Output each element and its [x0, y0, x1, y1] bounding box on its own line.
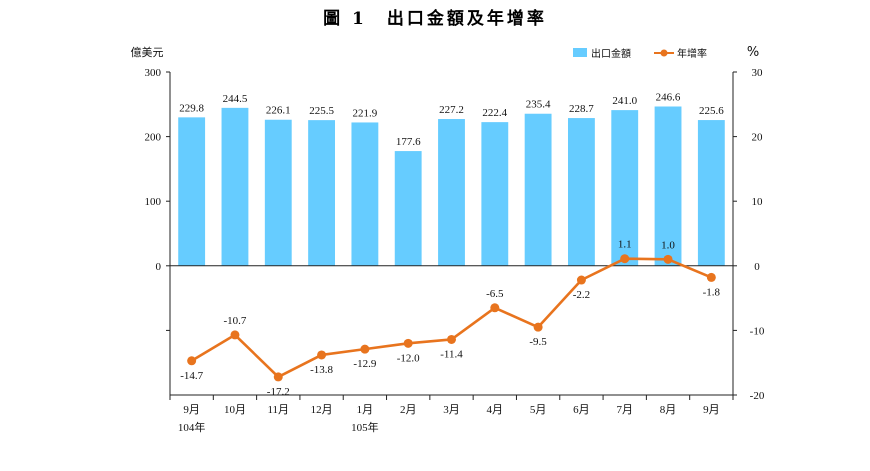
- bar-value-label: 226.1: [266, 105, 291, 117]
- bar: [524, 113, 552, 266]
- bar: [308, 120, 336, 266]
- bar-value-label: 228.7: [569, 103, 594, 115]
- left-axis-tick-label: 0: [156, 261, 162, 273]
- year-label: 104年: [178, 420, 206, 434]
- growth-point: [360, 344, 370, 354]
- growth-value-label: -14.7: [180, 370, 203, 382]
- x-tick-label: 1月: [357, 404, 374, 416]
- x-tick-label: 2月: [400, 404, 417, 416]
- growth-value-label: -1.8: [703, 286, 721, 298]
- right-axis-tick-label: -10: [750, 325, 765, 337]
- legend-line-marker: [660, 49, 668, 57]
- growth-point: [187, 356, 197, 366]
- left-axis-unit: 億美元: [131, 46, 164, 59]
- x-tick-label: 5月: [530, 404, 547, 416]
- bar-value-label: 221.9: [353, 107, 378, 119]
- axes-layer: 0 100 200 300 -20 -10 0 10 20 30 9月 10月 11月 12月 1月 2月 3月…: [145, 67, 765, 434]
- bar: [394, 151, 422, 266]
- right-axis-tick-label: 20: [752, 132, 764, 144]
- growth-point: [403, 338, 413, 348]
- growth-value-label: -9.5: [529, 336, 547, 348]
- left-axis-tick-label: 300: [145, 67, 162, 79]
- x-tick-label: 9月: [703, 404, 720, 416]
- x-tick-label: 7月: [616, 404, 633, 416]
- legend: 出口金額 年增率: [573, 47, 707, 60]
- bar-value-label: 246.6: [656, 91, 681, 103]
- growth-value-label: -12.9: [353, 358, 376, 370]
- bar: [351, 122, 379, 266]
- growth-value-label: 1.1: [618, 239, 632, 251]
- growth-point: [490, 303, 500, 313]
- bar: [481, 122, 509, 266]
- growth-value-label: -17.2: [267, 386, 290, 398]
- right-axis-tick-label: 0: [754, 261, 760, 273]
- bar-value-label: 222.4: [482, 107, 507, 119]
- growth-point: [706, 272, 716, 282]
- chart-title: 圖 1 出口金額及年增率: [323, 8, 547, 29]
- x-tick-label: 4月: [487, 404, 504, 416]
- growth-point: [447, 334, 456, 344]
- year-label: 105年: [351, 420, 379, 434]
- x-tick-label: 8月: [660, 404, 677, 416]
- x-tick-label: 11月: [267, 404, 289, 416]
- growth-value-label: -6.5: [486, 288, 504, 300]
- growth-value-label: -10.7: [224, 315, 247, 327]
- bar: [221, 107, 249, 266]
- bar: [264, 119, 292, 266]
- bar-value-label: 227.2: [439, 104, 464, 116]
- right-axis-tick-label: 10: [752, 196, 764, 208]
- growth-value-label: 1.0: [661, 239, 675, 251]
- right-axis-tick-label: 30: [752, 67, 764, 79]
- x-tick-label: 9月: [183, 404, 200, 416]
- growth-value-label: -11.4: [440, 348, 463, 360]
- bar-value-label: 225.5: [309, 105, 334, 117]
- bar: [178, 117, 206, 266]
- legend-label-line: 年增率: [677, 47, 707, 60]
- bar-value-label: 229.8: [179, 102, 204, 114]
- bar: [697, 120, 725, 266]
- left-axis-tick-label: 100: [145, 196, 162, 208]
- growth-point: [273, 372, 283, 382]
- x-tick-label: 3月: [443, 404, 460, 416]
- labels-layer: 229.8 244.5 226.1 225.5 221.9 177.6 227.2 222.4…: [179, 91, 724, 397]
- growth-point: [620, 254, 630, 264]
- bar: [438, 119, 465, 266]
- bar: [611, 110, 639, 266]
- growth-value-label: -12.0: [397, 352, 420, 364]
- bar-value-label: 244.5: [223, 93, 248, 105]
- bar: [567, 118, 595, 266]
- x-tick-label: 10月: [224, 404, 246, 416]
- x-tick-label: 12月: [311, 404, 333, 416]
- bar-value-label: 225.6: [699, 105, 724, 117]
- bar-value-label: 241.0: [612, 95, 637, 107]
- right-axis-unit: %: [747, 45, 759, 60]
- growth-point: [533, 322, 543, 332]
- x-tick-label: 6月: [573, 404, 590, 416]
- growth-value-label: -13.8: [310, 364, 333, 376]
- growth-value-label: -2.2: [573, 289, 590, 301]
- bars-layer: [178, 106, 725, 266]
- growth-point: [576, 275, 586, 285]
- bar-value-label: 177.6: [396, 136, 421, 148]
- legend-label-bar: 出口金額: [591, 47, 631, 60]
- bar-value-label: 235.4: [526, 99, 551, 111]
- growth-point: [663, 254, 673, 264]
- line-layer: [187, 254, 716, 382]
- bar: [654, 106, 682, 266]
- right-axis-tick-label: -20: [750, 390, 765, 402]
- growth-point: [230, 330, 240, 340]
- left-axis-tick-label: 200: [145, 132, 162, 144]
- growth-point: [317, 350, 327, 360]
- legend-bar-swatch: [573, 48, 587, 57]
